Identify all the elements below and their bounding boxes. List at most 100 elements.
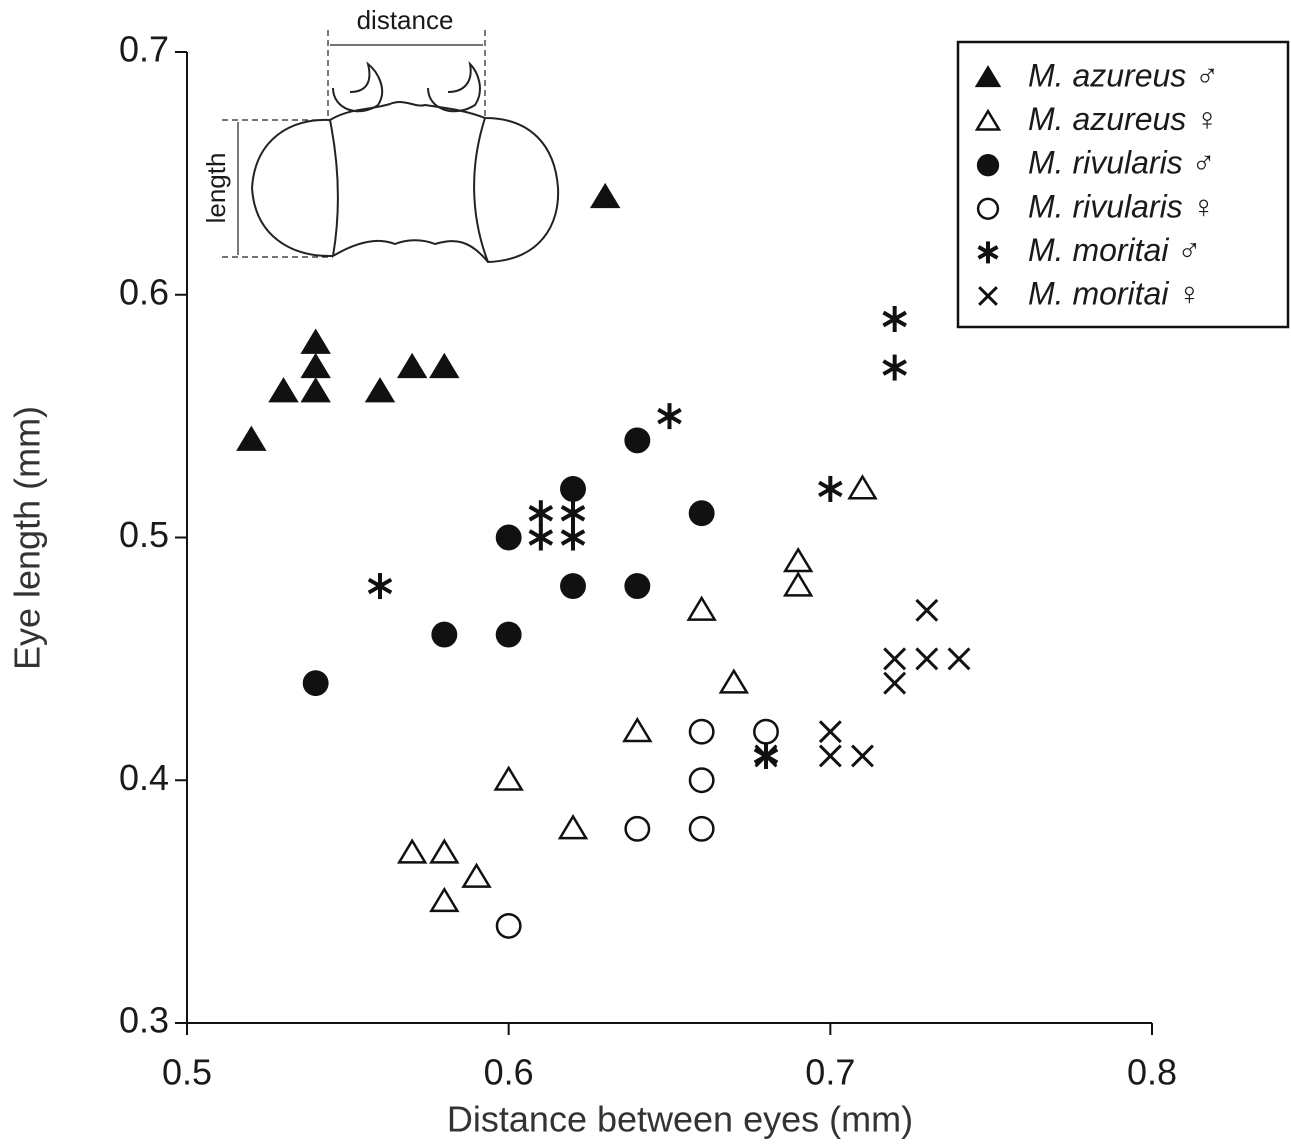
legend-marker [978,286,998,306]
marker-shape [976,154,1000,177]
point [268,377,299,403]
marker-stroke [882,359,907,376]
marker-shape [718,668,750,694]
point [622,716,653,743]
marker-shape [782,571,814,597]
point [396,838,428,864]
marker-stroke [818,744,842,768]
marker-shape [302,670,329,697]
marker-stroke [851,744,874,768]
point [688,767,715,794]
marker-shape [431,621,458,648]
legend-label: M. moritai ♂ [1028,232,1201,268]
point [818,720,842,744]
point [915,598,939,622]
point [560,573,586,599]
point [851,744,874,768]
legend-label: M. azureus ♂ [1028,57,1219,93]
marker-shape [976,197,1000,220]
legend-label: M. rivularis ♀ [1028,188,1216,224]
legend-label: M. moritai ♀ [1028,275,1201,311]
point [915,647,939,671]
point [818,744,842,768]
marker-shape [268,377,299,403]
point [495,621,522,648]
y-tick-label: 0.5 [119,514,169,555]
marker-stroke [977,245,999,260]
point [300,328,331,354]
point [300,377,331,403]
marker-stroke [528,529,554,546]
antenna-left [332,61,384,113]
marker-stroke [528,504,554,522]
point [754,744,778,768]
marker-stroke [367,577,393,595]
marker-shape [236,425,267,451]
marker-shape [396,352,428,379]
point [560,524,586,551]
y-axis-title: Eye length (mm) [7,406,48,670]
marker-stroke [657,407,682,425]
x-tick-label: 0.8 [1127,1052,1177,1093]
inset-label: length [201,153,231,224]
legend-marker [974,65,1002,88]
marker-shape [847,474,878,500]
marker-stroke [915,598,939,622]
marker-shape [364,377,396,403]
marker-stroke [915,647,939,671]
legend-marker [977,241,999,264]
marker-shape [688,815,715,842]
marker-shape [300,377,331,403]
marker-shape [624,427,651,454]
marker-shape [461,862,492,888]
y-tick-label: 0.7 [119,29,169,70]
legend-label: M. azureus ♀ [1028,101,1219,137]
legend-marker [974,108,1002,131]
marker-shape [495,621,522,648]
head-outline [250,101,560,264]
marker-shape [974,108,1002,131]
marker-stroke [818,720,842,744]
marker-stroke [818,480,843,498]
point [236,425,267,451]
legend-marker [976,154,1000,177]
point [718,668,750,694]
marker-shape [624,815,651,842]
point [882,306,907,333]
point [882,354,907,381]
marker-shape [429,352,460,379]
marker-shape [688,767,715,794]
point [753,718,779,745]
point [495,912,522,939]
point [429,352,460,379]
y-tick-label: 0.6 [119,271,169,312]
marker-shape [624,573,651,599]
marker-stroke [754,744,778,768]
point [528,524,554,551]
point [560,500,586,527]
inset-label: distance [357,5,454,35]
point [302,670,329,697]
marker-shape [396,838,428,864]
marker-shape [560,573,586,599]
legend-label: M. rivularis ♂ [1028,145,1216,181]
eye-left-edge [329,119,339,257]
point [688,500,715,527]
point [847,474,878,500]
point [367,573,393,600]
point [429,886,460,913]
x-tick-label: 0.5 [162,1052,212,1093]
marker-shape [560,476,586,502]
point [300,352,331,379]
marker-shape [974,65,1002,88]
point [657,403,682,430]
point [493,765,524,791]
point [396,352,428,379]
marker-shape [429,886,460,913]
point [429,838,460,864]
marker-shape [688,718,715,745]
legend-box [956,40,1290,329]
point [782,546,814,573]
marker-shape [495,912,522,939]
